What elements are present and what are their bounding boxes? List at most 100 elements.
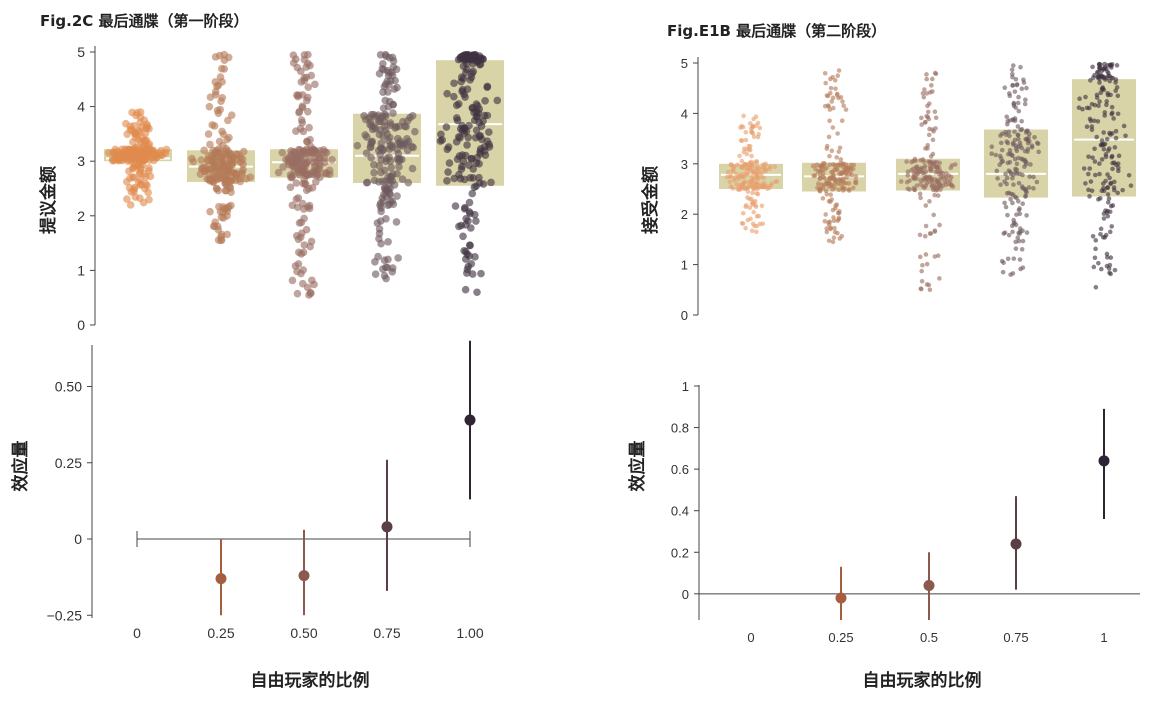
- data-point: [914, 183, 920, 188]
- data-point: [824, 93, 830, 98]
- data-point: [458, 151, 467, 159]
- data-point: [838, 157, 844, 162]
- data-point: [136, 128, 144, 136]
- data-point: [949, 182, 954, 188]
- data-point: [1014, 167, 1020, 173]
- data-point: [370, 176, 379, 185]
- data-point: [294, 260, 303, 268]
- data-point: [1011, 172, 1016, 178]
- data-point: [460, 204, 469, 213]
- data-point: [387, 163, 396, 172]
- data-point: [1099, 157, 1105, 162]
- data-point: [927, 199, 932, 204]
- data-point: [493, 96, 502, 105]
- data-point: [392, 218, 401, 226]
- data-point: [742, 179, 748, 185]
- data-point: [302, 159, 311, 168]
- data-point: [462, 214, 470, 223]
- data-point: [930, 76, 935, 82]
- data-point: [381, 110, 389, 119]
- data-point: [1099, 266, 1104, 272]
- data-point: [450, 79, 458, 88]
- data-point: [725, 169, 731, 175]
- data-point: [1022, 101, 1028, 107]
- right-bottom-ylabel: 效应量: [627, 441, 648, 492]
- data-point: [227, 111, 236, 119]
- data-point: [751, 169, 756, 174]
- data-point: [741, 113, 746, 119]
- data-point: [918, 178, 923, 183]
- data-point: [827, 118, 832, 124]
- data-point: [924, 261, 930, 267]
- data-point: [388, 264, 397, 272]
- data-point: [371, 270, 380, 278]
- data-point: [200, 146, 208, 155]
- data-point: [481, 147, 489, 155]
- data-point: [1011, 182, 1016, 187]
- data-point: [937, 276, 942, 281]
- data-point: [1116, 165, 1121, 171]
- data-point: [998, 133, 1003, 138]
- data-point: [1023, 97, 1028, 103]
- y-tick-label: 5: [681, 56, 688, 71]
- data-point: [1011, 256, 1017, 261]
- data-point: [919, 115, 924, 121]
- data-point: [1031, 174, 1036, 180]
- data-point: [933, 115, 939, 121]
- data-point: [1107, 229, 1113, 235]
- data-point: [385, 153, 393, 162]
- data-point: [469, 67, 478, 76]
- data-point: [1121, 123, 1127, 129]
- data-point: [463, 141, 471, 149]
- left-xlabel: 自由玩家的比例: [251, 670, 370, 691]
- data-point: [123, 195, 131, 203]
- data-point: [848, 162, 854, 168]
- data-point: [832, 77, 838, 83]
- data-point: [1086, 154, 1091, 159]
- data-point: [1108, 203, 1114, 209]
- data-point: [215, 145, 223, 153]
- y-tick-label: 1: [682, 379, 689, 394]
- data-point: [919, 279, 925, 284]
- data-point: [830, 74, 835, 80]
- data-point: [853, 174, 859, 179]
- data-point: [904, 159, 909, 164]
- data-point: [840, 185, 846, 191]
- y-tick-label: 0.8: [671, 421, 689, 436]
- data-point: [931, 212, 937, 218]
- data-point: [919, 268, 924, 274]
- data-point: [1109, 61, 1115, 67]
- data-point: [468, 270, 477, 278]
- x-tick-label: 0.50: [290, 625, 317, 641]
- data-point: [1019, 86, 1025, 92]
- effect-point: [381, 521, 393, 533]
- data-point: [386, 119, 395, 127]
- data-point: [162, 145, 171, 154]
- data-point: [1101, 146, 1107, 152]
- data-point: [1099, 138, 1105, 143]
- y-tick-label: 0.2: [671, 545, 689, 560]
- data-point: [465, 161, 473, 169]
- data-point: [396, 155, 404, 164]
- data-point: [928, 154, 934, 159]
- data-point: [141, 184, 149, 193]
- data-point: [390, 85, 399, 93]
- data-point: [737, 153, 742, 159]
- data-point: [837, 145, 843, 151]
- data-point: [835, 131, 840, 136]
- data-point: [938, 170, 944, 176]
- data-point: [912, 187, 918, 193]
- data-point: [758, 174, 764, 179]
- data-point: [210, 122, 219, 130]
- data-point: [145, 195, 153, 204]
- data-point: [833, 86, 838, 91]
- y-tick-label: 0: [681, 308, 688, 323]
- data-point: [1001, 231, 1007, 236]
- data-point: [1005, 160, 1011, 166]
- data-point: [1015, 198, 1021, 204]
- data-point: [1096, 103, 1101, 109]
- data-point: [299, 147, 307, 156]
- data-point: [453, 116, 462, 125]
- data-point: [454, 133, 463, 141]
- data-point: [839, 233, 845, 239]
